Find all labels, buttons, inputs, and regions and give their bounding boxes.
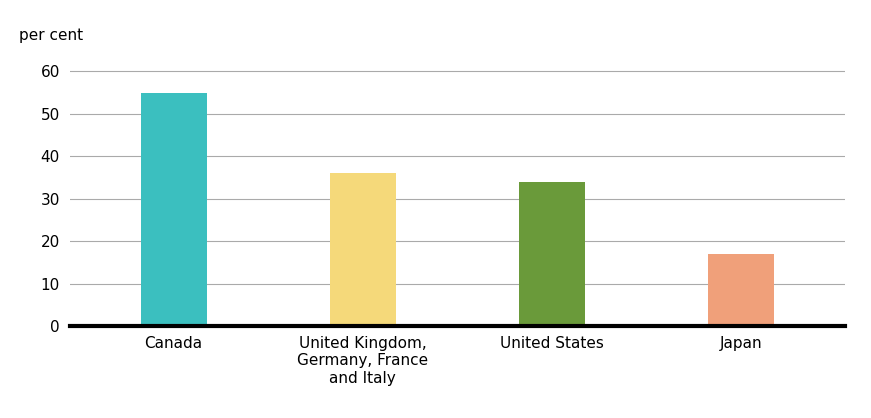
Bar [329, 173, 395, 326]
Bar [519, 182, 585, 326]
Bar [140, 93, 206, 326]
Bar [708, 254, 774, 326]
Text: per cent: per cent [19, 28, 84, 43]
